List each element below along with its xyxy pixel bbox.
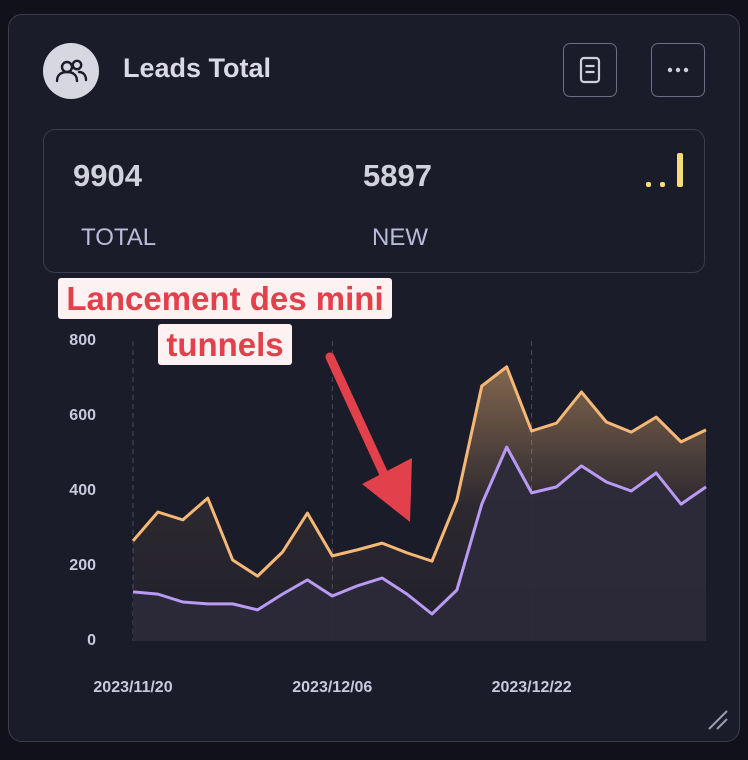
y-tick-label: 600 — [69, 407, 96, 424]
annotation: Lancement des mini tunnels — [20, 276, 430, 368]
area — [133, 447, 706, 641]
annotation-text: Lancement des mini tunnels — [58, 278, 392, 365]
more-button[interactable] — [651, 43, 705, 97]
y-tick-label: 800 — [69, 332, 96, 349]
resize-handle[interactable] — [705, 707, 731, 733]
report-button[interactable] — [563, 43, 617, 97]
stat-label: NEW — [372, 224, 428, 251]
y-tick-label: 0 — [87, 632, 96, 649]
x-tick-label: 2023/12/22 — [492, 679, 572, 696]
stat-label: TOTAL — [81, 224, 157, 251]
y-tick-label: 400 — [69, 482, 96, 499]
leads-icon — [43, 43, 99, 99]
stats-box: 9904 TOTAL 5897 NEW — [43, 129, 705, 273]
signal-icon — [646, 153, 683, 187]
x-tick-label: 2023/12/06 — [292, 679, 372, 696]
line — [131, 365, 707, 578]
x-tick-label: 2023/11/20 — [93, 679, 172, 696]
annotation-arrow — [325, 352, 398, 499]
y-tick-label: 200 — [69, 557, 96, 574]
stat-value: 5897 — [363, 158, 432, 193]
card-title: Leads Total — [123, 53, 272, 83]
annotation-arrowhead — [362, 458, 412, 522]
line — [132, 445, 707, 616]
stat-value: 9904 — [73, 158, 142, 193]
